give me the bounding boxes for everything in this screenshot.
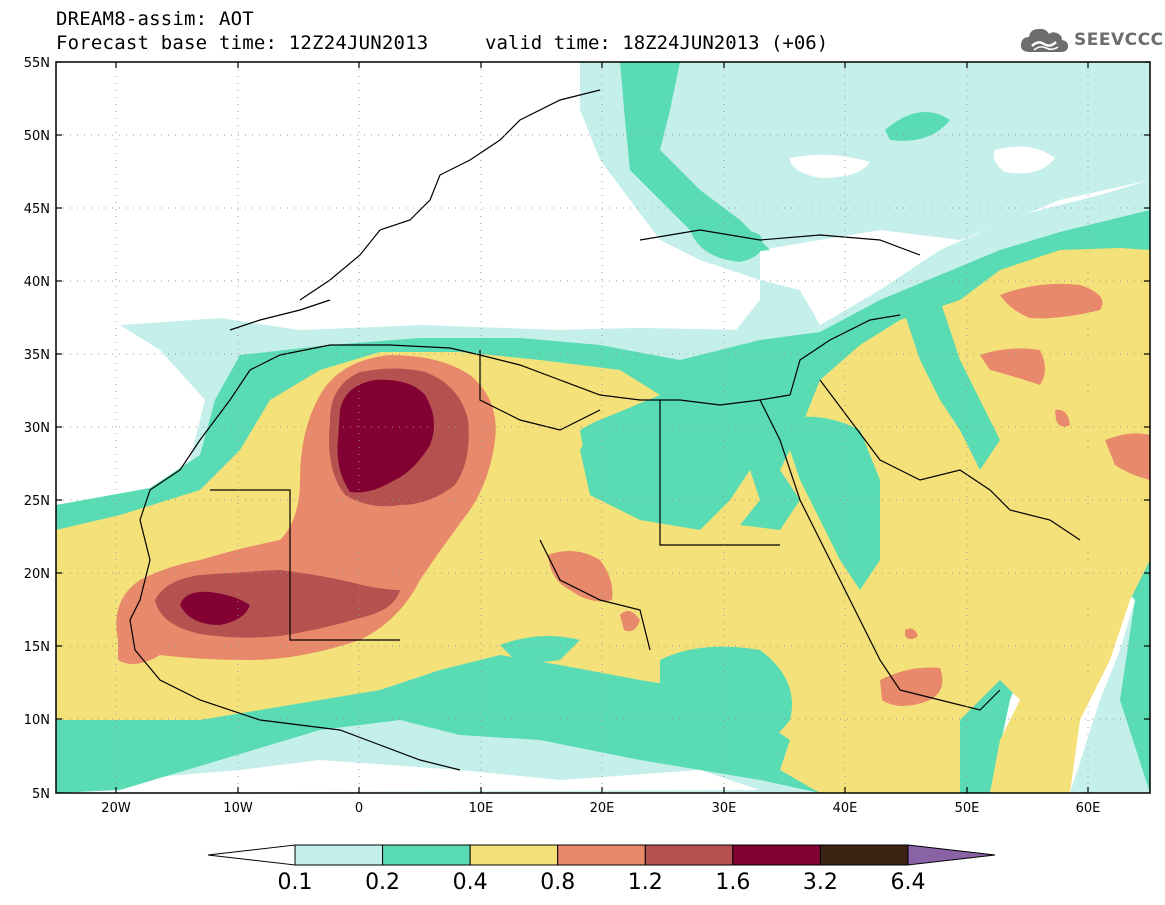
lon-label: 20E xyxy=(590,801,615,816)
lat-label: 55N xyxy=(24,56,50,71)
colorbar-segment xyxy=(907,844,996,866)
seevccc-logo: SEEVCCC xyxy=(1018,22,1163,58)
lat-label: 15N xyxy=(24,640,50,655)
colorbar-segment xyxy=(819,844,909,866)
colorbar-label: 0.1 xyxy=(277,870,313,895)
lat-label: 40N xyxy=(24,275,50,290)
colorbar-segment xyxy=(294,844,384,866)
colorbar-label: 0.8 xyxy=(540,870,576,895)
lon-label: 50E xyxy=(955,801,980,816)
colorbar-segment xyxy=(557,844,646,866)
colorbar-label: 3.2 xyxy=(802,870,838,895)
forecast-base-time: Forecast base time: 12Z24JUN2013 xyxy=(56,32,429,54)
lat-label: 20N xyxy=(24,567,50,582)
lon-label: 20W xyxy=(101,801,131,816)
lon-label: 60E xyxy=(1076,801,1101,816)
valid-time: valid time: 18Z24JUN2013 (+06) xyxy=(485,32,829,54)
cloud-icon xyxy=(1020,28,1068,52)
colorbar-segment xyxy=(644,844,734,866)
aot-band-1.6-3.2 xyxy=(180,379,434,625)
logo-text: SEEVCCC xyxy=(1074,30,1164,50)
lat-label: 30N xyxy=(24,421,50,436)
colorbar-segment xyxy=(469,844,559,866)
colorbar xyxy=(207,844,996,866)
colorbar-segment xyxy=(732,844,821,866)
colorbar-label: 1.2 xyxy=(627,870,663,895)
lon-label: 10E xyxy=(469,801,494,816)
coastlines xyxy=(129,89,1081,771)
longitude-labels: 20W 10W 0 10E 20E 30E 40E 50E 60E xyxy=(101,801,1100,816)
lon-label: 30E xyxy=(712,801,737,816)
map-title: DREAM8-assim: AOT xyxy=(56,8,254,30)
colorbar-label: 0.2 xyxy=(365,870,401,895)
colorbar-label: 6.4 xyxy=(890,870,926,895)
aot-clear-patches xyxy=(56,62,1055,793)
lat-label: 35N xyxy=(24,348,50,363)
colorbar-segment xyxy=(382,844,471,866)
lat-label: 50N xyxy=(24,129,50,144)
aot-band-0.2-0.4-islands xyxy=(500,300,1000,752)
axis-ticks xyxy=(56,61,1150,793)
colorbar-label: 0.4 xyxy=(452,870,488,895)
lat-label: 45N xyxy=(24,202,50,217)
colorbar-label: 1.6 xyxy=(715,870,751,895)
colorbar-segment xyxy=(207,844,296,866)
latitude-labels: 55N 50N 45N 40N 35N 30N 25N 20N 15N 10N … xyxy=(24,56,50,802)
map-gridlines xyxy=(56,62,1150,793)
lat-label: 10N xyxy=(24,713,50,728)
lon-label: 10W xyxy=(223,801,253,816)
lat-label: 25N xyxy=(24,494,50,509)
lon-label: 0 xyxy=(355,801,363,816)
lat-label: 5N xyxy=(32,787,50,802)
lon-label: 40E xyxy=(833,801,858,816)
